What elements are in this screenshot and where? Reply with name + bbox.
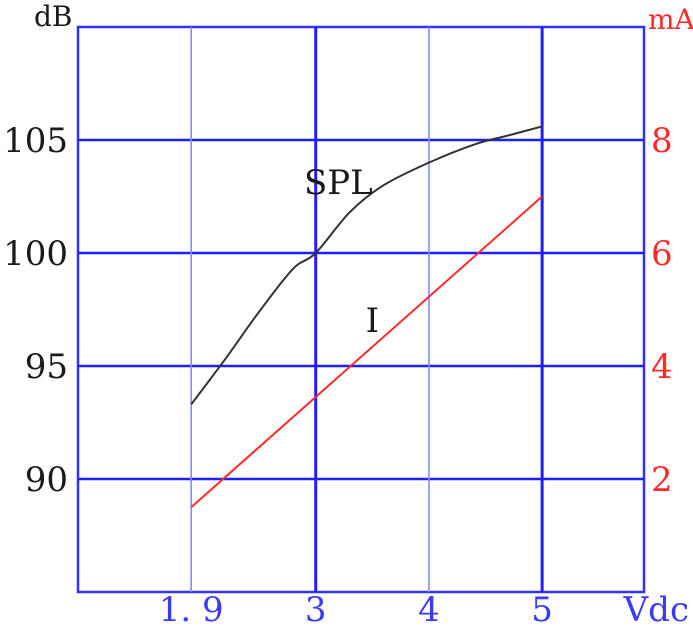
labels-layer: 90 95 100 105 2 4 6 8 1. 9 3 4 5 dB mA Vdc SPL I [3, 0, 693, 629]
annotation-spl: SPL [304, 163, 373, 203]
right-tick-label-4: 4 [651, 347, 673, 387]
left-tick-label-100: 100 [3, 234, 68, 274]
series-line-i [190, 195, 543, 508]
x-tick-label-3: 3 [305, 590, 327, 629]
left-tick-label-105: 105 [3, 121, 68, 161]
left-axis-label: dB [34, 0, 73, 33]
right-axis-label: mA [648, 3, 693, 36]
x-tick-label-4: 4 [418, 590, 440, 629]
annotation-i: I [366, 301, 379, 341]
left-tick-label-95: 95 [25, 347, 68, 387]
grid [76, 25, 646, 594]
series-layer [190, 125, 543, 508]
left-tick-label-90: 90 [25, 460, 68, 500]
plot-frame [76, 25, 646, 594]
x-tick-label-5: 5 [531, 590, 553, 629]
x-axis-label: Vdc [623, 590, 689, 629]
right-tick-label-2: 2 [651, 460, 673, 500]
right-tick-label-6: 6 [651, 234, 673, 274]
x-tick-label-1.9: 1. 9 [159, 590, 224, 629]
series-line-spl [190, 125, 543, 406]
right-tick-label-8: 8 [651, 121, 673, 161]
